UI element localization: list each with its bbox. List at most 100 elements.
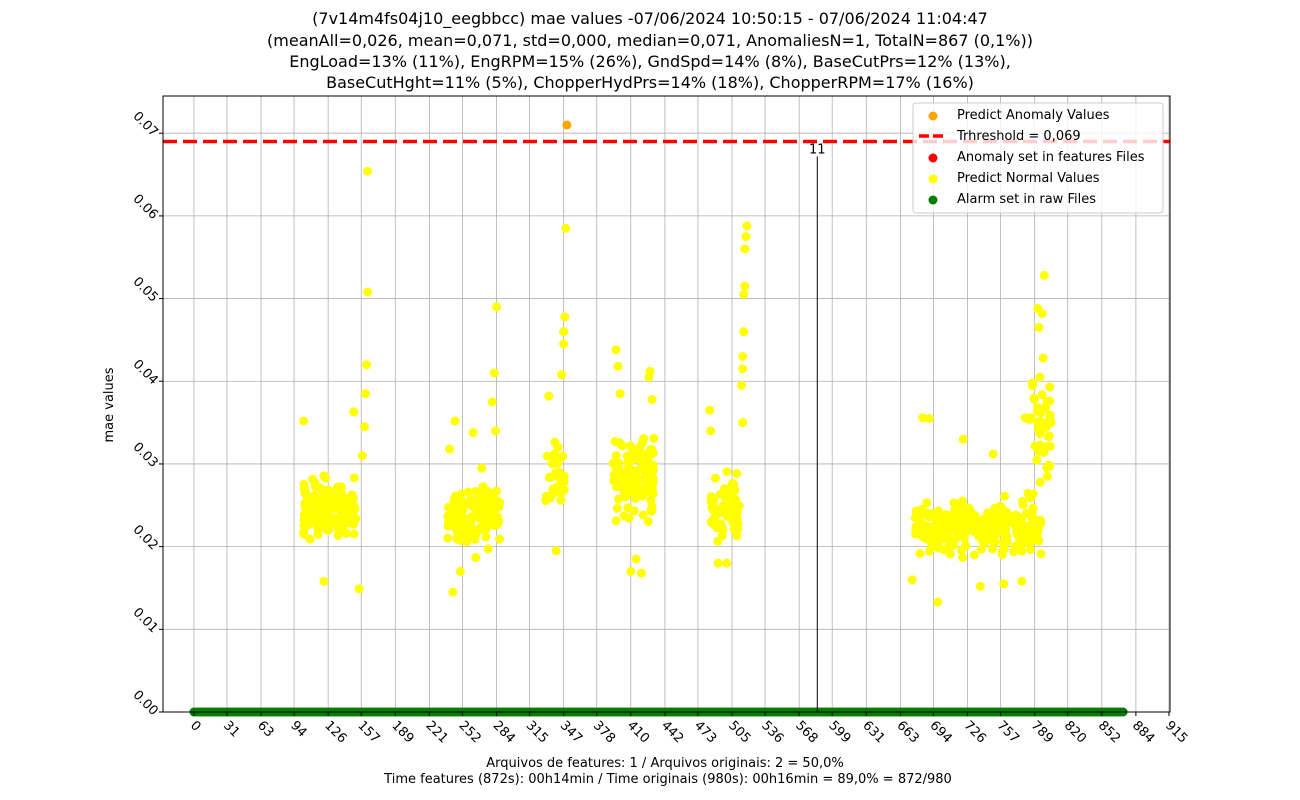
normal-point (557, 452, 567, 462)
normal-point (943, 535, 953, 545)
normal-point (443, 533, 453, 543)
normal-point (960, 521, 970, 531)
normal-series (299, 166, 1056, 607)
normal-point (990, 525, 1000, 535)
normal-point (492, 486, 502, 496)
normal-point (636, 568, 646, 578)
normal-point (614, 468, 624, 478)
normal-point (945, 549, 955, 559)
normal-point (477, 463, 487, 473)
x-tick-label: 663 (894, 718, 922, 746)
normal-point (443, 521, 453, 531)
normal-point (739, 289, 749, 299)
anomaly-series (562, 120, 572, 130)
normal-point (448, 587, 458, 597)
normal-point (549, 485, 559, 495)
normal-point (642, 478, 652, 488)
normal-point (719, 484, 729, 494)
chart-title: (7v14m4fs04j10_eegbbcc) mae values -07/0… (267, 9, 1033, 92)
normal-point (910, 513, 920, 523)
normal-point (632, 484, 642, 494)
normal-point (445, 444, 455, 454)
normal-point (647, 445, 657, 455)
normal-point (1028, 489, 1038, 499)
normal-point (933, 506, 943, 516)
normal-point (1027, 508, 1037, 518)
normal-point (708, 497, 718, 507)
normal-point (354, 584, 364, 594)
y-tick-label: 0.05 (130, 274, 161, 305)
title-line-3: EngLoad=13% (11%), EngRPM=15% (26%), Gnd… (289, 52, 1011, 71)
normal-point (907, 575, 917, 585)
x-tick-label: 94 (287, 718, 309, 740)
normal-point (968, 519, 978, 529)
legend: Predict Anomaly Values Trhreshold = 0,069… (912, 102, 1164, 214)
normal-point (464, 513, 474, 523)
normal-point (1039, 270, 1049, 280)
normal-point (1045, 396, 1055, 406)
normal-point (626, 441, 636, 451)
normal-point (928, 525, 938, 535)
normal-point (705, 405, 715, 415)
normal-point (482, 509, 492, 519)
normal-point (648, 465, 658, 475)
normal-point (1037, 390, 1047, 400)
normal-point (1000, 491, 1010, 501)
normal-point (958, 434, 968, 444)
normal-point (470, 534, 480, 544)
normal-point (363, 287, 373, 297)
normal-point (998, 537, 1008, 547)
legend-label: Alarm set in raw Files (957, 192, 1096, 207)
normal-point (349, 529, 359, 539)
normal-point (1040, 403, 1050, 413)
normal-point (925, 546, 935, 556)
normal-point (556, 495, 566, 505)
x-tick-label: 852 (1095, 718, 1123, 746)
normal-point (994, 501, 1004, 511)
normal-point (1043, 432, 1053, 442)
normal-point (492, 519, 502, 529)
normal-point (1001, 525, 1011, 535)
normal-point (560, 312, 570, 322)
x-tick-label: 726 (961, 718, 989, 746)
normal-point (314, 515, 324, 525)
normal-point (302, 500, 312, 510)
normal-point (639, 434, 649, 444)
x-tick-label: 347 (557, 718, 585, 746)
legend-swatch-dot (928, 111, 938, 121)
normal-point (915, 524, 925, 534)
normal-point (722, 558, 732, 568)
anomaly-point (562, 120, 572, 130)
normal-point (325, 512, 335, 522)
normal-point (492, 302, 502, 312)
normal-point (997, 514, 1007, 524)
normal-point (1032, 455, 1042, 465)
normal-point (732, 531, 742, 541)
y-tick-label: 0.03 (130, 440, 161, 471)
normal-point (989, 513, 999, 523)
x-tick-label: 473 (691, 718, 719, 746)
normal-point (308, 474, 318, 484)
normal-point (740, 244, 750, 254)
x-tick-label: 284 (490, 718, 518, 746)
normal-point (551, 546, 561, 556)
x-tick-label: 631 (859, 718, 887, 746)
x-tick-label: 599 (825, 718, 853, 746)
normal-point (490, 426, 500, 436)
y-axis-label: mae values (102, 367, 117, 442)
x-tick-label: 189 (388, 718, 416, 746)
normal-point (1035, 372, 1045, 382)
normal-point (483, 544, 493, 554)
normal-point (621, 492, 631, 502)
x-tick-label: 31 (220, 718, 242, 740)
vertical-marker-label: 11 (809, 142, 826, 157)
title-line-1: (7v14m4fs04j10_eegbbcc) mae values -07/0… (312, 9, 988, 29)
normal-point (305, 534, 315, 544)
legend-label: Trhreshold = 0,069 (956, 129, 1081, 144)
normal-point (933, 597, 943, 607)
x-axis-label-line-1: Arquivos de features: 1 / Arquivos origi… (486, 756, 843, 771)
normal-point (483, 487, 493, 497)
normal-point (299, 416, 309, 426)
title-line-2: (meanAll=0,026, mean=0,071, std=0,000, m… (267, 31, 1033, 50)
